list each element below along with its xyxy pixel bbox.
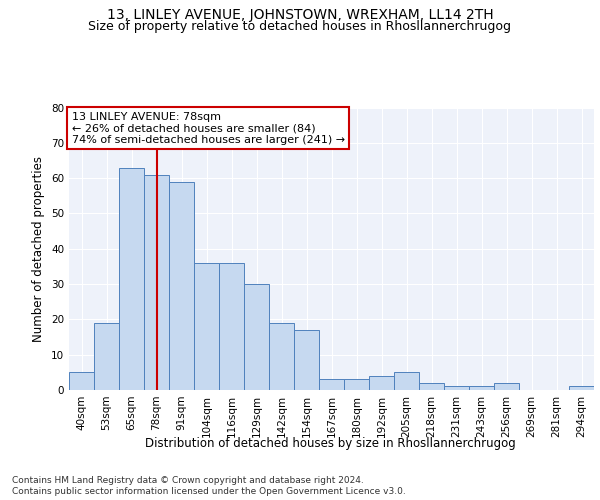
Bar xyxy=(344,380,369,390)
Bar xyxy=(219,263,244,390)
Bar xyxy=(394,372,419,390)
Bar xyxy=(244,284,269,390)
Bar xyxy=(444,386,469,390)
Bar xyxy=(69,372,94,390)
Bar xyxy=(94,323,119,390)
Text: 13 LINLEY AVENUE: 78sqm
← 26% of detached houses are smaller (84)
74% of semi-de: 13 LINLEY AVENUE: 78sqm ← 26% of detache… xyxy=(71,112,345,145)
Text: Contains public sector information licensed under the Open Government Licence v3: Contains public sector information licen… xyxy=(12,488,406,496)
Text: 13, LINLEY AVENUE, JOHNSTOWN, WREXHAM, LL14 2TH: 13, LINLEY AVENUE, JOHNSTOWN, WREXHAM, L… xyxy=(107,8,493,22)
Bar xyxy=(169,182,194,390)
Bar xyxy=(569,386,594,390)
Bar xyxy=(194,263,219,390)
Text: Size of property relative to detached houses in Rhosllannerchrugog: Size of property relative to detached ho… xyxy=(89,20,511,33)
Bar xyxy=(469,386,494,390)
Bar xyxy=(369,376,394,390)
Text: Contains HM Land Registry data © Crown copyright and database right 2024.: Contains HM Land Registry data © Crown c… xyxy=(12,476,364,485)
Bar xyxy=(319,380,344,390)
Bar xyxy=(119,168,144,390)
Bar xyxy=(494,383,519,390)
Bar xyxy=(294,330,319,390)
Bar xyxy=(269,323,294,390)
Bar xyxy=(144,174,169,390)
Text: Distribution of detached houses by size in Rhosllannerchrugog: Distribution of detached houses by size … xyxy=(145,438,515,450)
Y-axis label: Number of detached properties: Number of detached properties xyxy=(32,156,46,342)
Bar xyxy=(419,383,444,390)
